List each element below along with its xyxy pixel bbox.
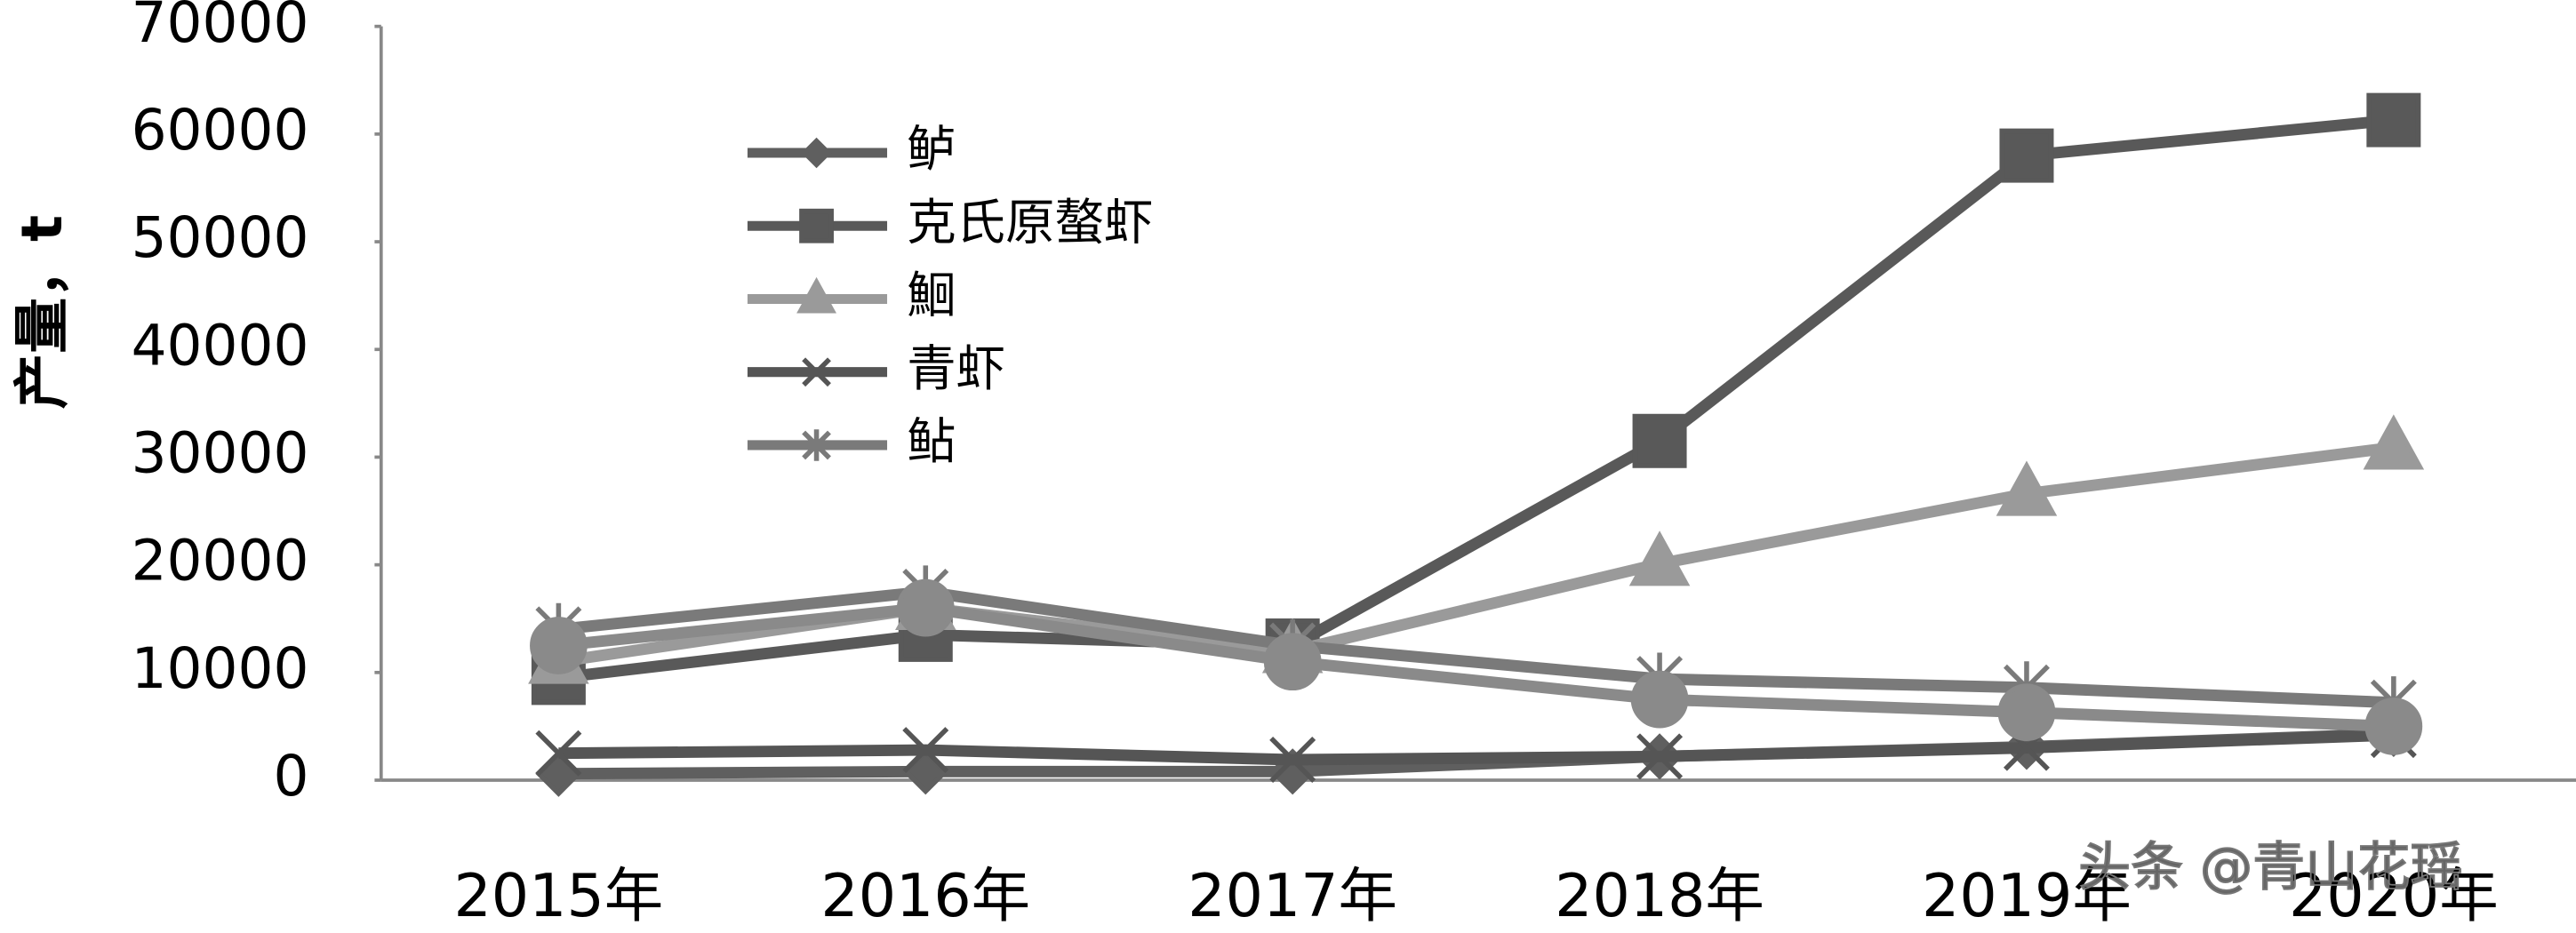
series-line [557,602,2395,732]
data-point [1628,530,1691,586]
legend-marker [796,276,837,314]
legend-label: 鮰 [907,268,956,325]
y-tick-label: 0 [273,744,308,809]
y-tick-label: 50000 [132,205,309,270]
data-point [1999,128,2054,183]
data-point [1630,670,1689,729]
legend-marker [802,357,831,387]
series-line [557,114,2395,684]
x-tick-label: 2019年 [1922,861,2132,930]
series-line [557,586,2395,709]
data-point [896,578,955,637]
legend-marker [801,137,832,169]
y-tick-label: 40000 [132,313,309,378]
y-axis-label: 产量，t [10,215,75,410]
data-point [2366,92,2421,148]
data-point [1997,683,2056,742]
x-tick-label: 2015年 [453,861,663,930]
data-point [1632,413,1687,468]
legend-label: 鲈 [907,122,956,179]
series-line [558,729,2395,766]
x-tick-label: 2016年 [820,861,1030,930]
y-tick-label: 60000 [132,98,309,163]
data-point [1263,633,1322,691]
data-point [1636,733,1684,780]
data-point [2363,414,2425,470]
x-tick-label: 2020年 [2289,861,2499,930]
legend-label: 青虾 [907,341,1005,398]
x-tick-label: 2017年 [1188,861,1397,930]
data-point [535,750,582,797]
series-line [557,442,2395,668]
x-tick-label: 2018年 [1555,861,1764,930]
legend-label: 克氏原螯虾 [907,195,1153,251]
data-point [535,730,582,777]
legend-marker [802,429,831,461]
data-point [902,748,949,795]
data-point [2364,698,2423,755]
y-tick-label: 10000 [132,636,309,701]
y-tick-label: 20000 [132,529,309,594]
y-tick-label: 30000 [132,421,309,486]
watermark: 头条 @青山花瑶 [2078,836,2463,897]
data-point [530,617,588,674]
legend-marker [799,208,834,243]
y-tick-label: 70000 [132,0,309,55]
data-point [1996,460,2058,516]
data-point [902,727,949,774]
data-point [1269,736,1316,783]
legend-label: 鲇 [907,414,956,471]
